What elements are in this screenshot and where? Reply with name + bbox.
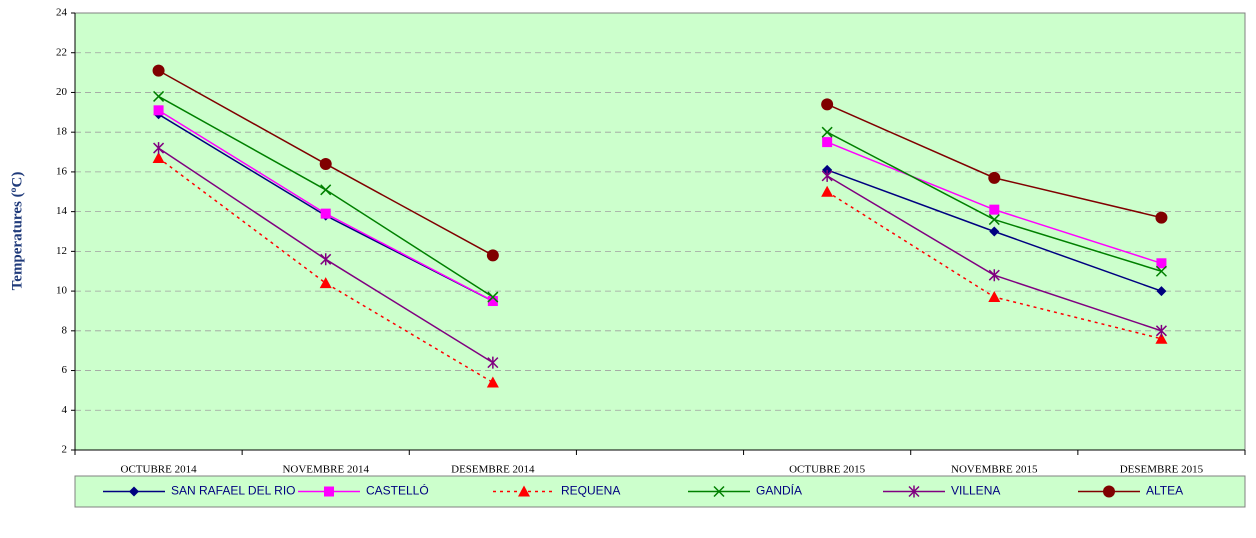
legend-label: ALTEA [1146,484,1183,498]
x-tick-label: DESEMBRE 2015 [1120,464,1204,476]
marker [821,126,833,138]
marker [989,204,1000,215]
y-tick-label: 14 [56,205,68,217]
y-tick-label: 22 [56,46,67,58]
marker [486,249,499,262]
marker [822,137,833,148]
marker [153,90,165,102]
legend-label: REQUENA [561,484,620,498]
marker [320,208,331,219]
plot-area [74,12,1246,451]
marker [487,291,499,303]
y-tick-label: 18 [56,126,68,138]
marker [487,356,499,369]
marker [988,171,1001,184]
marker [153,142,165,155]
legend-label: SAN RAFAEL DEL RIO [171,484,295,498]
legend-marker [518,485,530,497]
legend-marker [129,486,139,497]
marker [152,152,165,164]
marker [1155,211,1168,224]
y-tick-label: 8 [62,324,68,336]
marker [1155,332,1168,344]
marker [1155,265,1167,277]
marker [320,184,332,196]
marker [821,169,833,182]
marker [486,376,499,388]
y-axis-label: Temperatures (ºC) [9,172,25,291]
legend-marker [713,485,725,498]
x-tick-label: OCTUBRE 2014 [121,464,198,476]
marker [988,269,1000,282]
marker [319,277,332,289]
marker [152,64,165,77]
x-tick-label: NOVEMBRE 2014 [282,464,369,476]
x-tick-label: DESEMBRE 2014 [451,464,535,476]
x-tick-label: NOVEMBRE 2015 [951,464,1038,476]
y-tick-label: 16 [56,165,68,177]
legend-label: CASTELLÓ [366,483,429,498]
legend-label: GANDÍA [756,483,802,498]
y-tick-label: 6 [62,364,68,376]
marker [1156,258,1167,269]
marker [1156,286,1167,297]
legend-box [74,475,1246,508]
marker [1155,324,1167,337]
legend-marker [1103,485,1115,498]
marker [487,296,498,307]
y-tick-label: 4 [62,404,68,416]
marker [153,105,164,116]
marker [320,253,332,266]
marker [988,291,1001,303]
y-tick-label: 20 [56,86,68,98]
y-tick-label: 10 [56,285,68,297]
marker [988,214,1000,226]
y-tick-label: 24 [56,7,68,19]
y-tick-label: 12 [56,245,67,257]
marker [821,185,834,197]
marker [821,98,834,111]
x-tick-label: OCTUBRE 2015 [789,464,866,476]
legend-marker [324,486,334,497]
marker [319,157,332,170]
y-tick-label: 2 [62,444,68,456]
legend-label: VILLENA [951,484,1000,498]
marker [989,226,1000,237]
legend-marker [908,485,920,498]
